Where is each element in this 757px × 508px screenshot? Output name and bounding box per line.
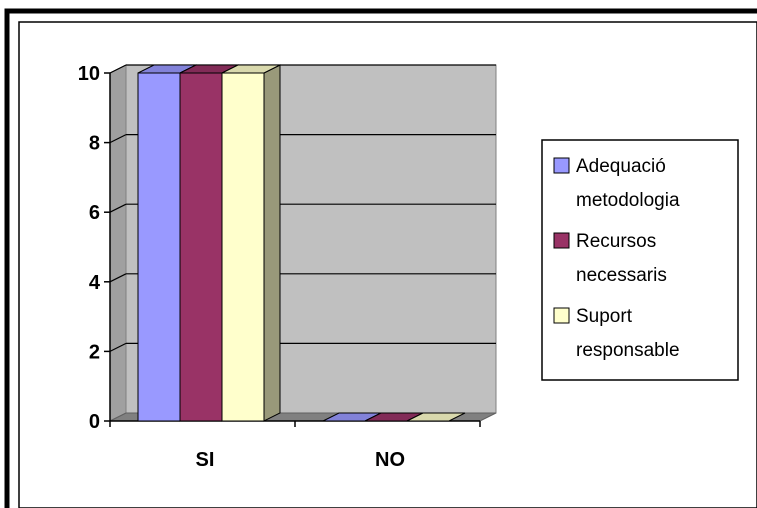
y-tick-label: 8: [89, 133, 100, 155]
y-tick-label: 6: [89, 202, 100, 224]
y-tick-label: 10: [78, 63, 100, 85]
legend: Adequació metodologia Recursos necessaris Su…: [541, 139, 739, 381]
bar-front: [137, 72, 181, 422]
gridline-side: [109, 342, 127, 352]
bar-top: [406, 412, 466, 422]
gridline-side: [109, 134, 127, 144]
legend-swatch: [553, 307, 570, 324]
gridline-side: [109, 203, 127, 213]
gridline-side: [109, 64, 127, 74]
legend-swatch: [553, 157, 570, 174]
bar-front: [221, 72, 265, 422]
bar-top: [221, 64, 281, 74]
inner-border: [18, 21, 757, 508]
legend-box: [541, 139, 739, 381]
side-wall: [109, 64, 127, 422]
legend-label: responsable: [576, 340, 680, 361]
legend-label: Recursos: [576, 231, 656, 252]
x-tick-label: SI: [196, 449, 215, 471]
x-tick-label: NO: [375, 449, 405, 471]
y-tick-label: 2: [89, 341, 100, 363]
gridline-side: [109, 273, 127, 283]
legend-label: metodologia: [576, 190, 680, 211]
bar: [406, 412, 466, 422]
legend-label: necessaris: [576, 265, 667, 286]
y-tick-label: 4: [89, 272, 101, 294]
outer-border: [4, 8, 757, 508]
bar: [221, 64, 281, 422]
plot-area: 0 2 4 6 8 10 SI NO: [78, 63, 497, 471]
bar-front: [179, 72, 223, 422]
legend-swatch: [553, 232, 570, 249]
legend-label: Adequació: [576, 156, 666, 177]
y-tick-label: 0: [89, 411, 100, 433]
bar-side: [263, 64, 281, 422]
legend-label: Suport: [576, 306, 633, 327]
